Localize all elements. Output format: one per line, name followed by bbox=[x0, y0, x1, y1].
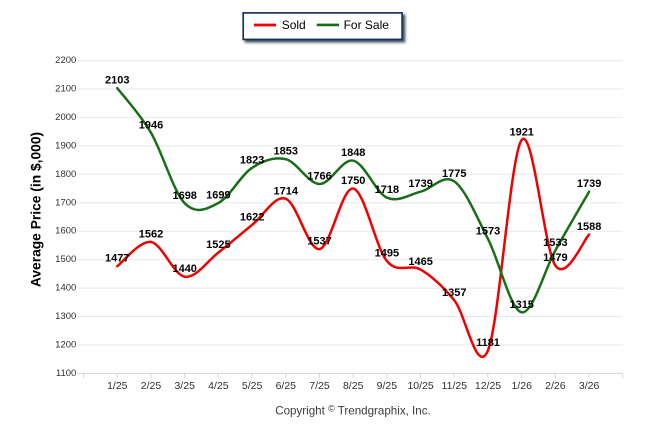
svg-text:1766: 1766 bbox=[307, 171, 331, 183]
svg-text:3/25: 3/25 bbox=[174, 380, 195, 392]
svg-text:1718: 1718 bbox=[375, 184, 399, 196]
svg-text:1600: 1600 bbox=[55, 226, 76, 237]
svg-text:1495: 1495 bbox=[375, 248, 399, 260]
svg-text:1181: 1181 bbox=[476, 337, 500, 349]
svg-text:1440: 1440 bbox=[172, 263, 196, 275]
svg-text:1479: 1479 bbox=[543, 252, 567, 264]
svg-text:1357: 1357 bbox=[442, 287, 466, 299]
svg-text:1533: 1533 bbox=[543, 237, 567, 249]
svg-text:1775: 1775 bbox=[442, 168, 466, 180]
svg-text:11/25: 11/25 bbox=[442, 380, 468, 392]
svg-text:2/25: 2/25 bbox=[141, 380, 162, 392]
svg-text:1562: 1562 bbox=[139, 229, 163, 241]
svg-text:1946: 1946 bbox=[139, 119, 163, 131]
svg-text:1699: 1699 bbox=[206, 190, 230, 202]
svg-text:For Sale: For Sale bbox=[344, 18, 390, 32]
svg-text:2200: 2200 bbox=[55, 55, 76, 66]
svg-text:1823: 1823 bbox=[240, 154, 264, 166]
svg-text:2000: 2000 bbox=[55, 112, 76, 123]
svg-text:2103: 2103 bbox=[105, 75, 129, 87]
svg-text:1525: 1525 bbox=[206, 239, 230, 251]
svg-text:6/25: 6/25 bbox=[276, 380, 297, 392]
svg-text:12/25: 12/25 bbox=[475, 380, 501, 392]
svg-text:1800: 1800 bbox=[55, 169, 76, 180]
svg-text:1921: 1921 bbox=[509, 126, 533, 138]
svg-text:1750: 1750 bbox=[341, 175, 365, 187]
svg-text:1588: 1588 bbox=[577, 221, 601, 233]
svg-text:10/25: 10/25 bbox=[407, 380, 433, 392]
svg-text:1/25: 1/25 bbox=[107, 380, 128, 392]
svg-text:Sold: Sold bbox=[282, 18, 306, 32]
svg-text:2/26: 2/26 bbox=[545, 380, 566, 392]
svg-text:7/25: 7/25 bbox=[309, 380, 330, 392]
svg-text:2100: 2100 bbox=[55, 84, 76, 95]
svg-text:1537: 1537 bbox=[307, 236, 331, 248]
svg-text:1848: 1848 bbox=[341, 147, 365, 159]
svg-text:1315: 1315 bbox=[509, 299, 533, 311]
svg-text:1853: 1853 bbox=[274, 146, 298, 158]
svg-text:1500: 1500 bbox=[55, 254, 76, 265]
svg-text:1700: 1700 bbox=[55, 197, 76, 208]
svg-text:8/25: 8/25 bbox=[343, 380, 364, 392]
svg-text:1/26: 1/26 bbox=[511, 380, 532, 392]
svg-text:1714: 1714 bbox=[274, 185, 299, 197]
svg-text:1739: 1739 bbox=[408, 178, 432, 190]
svg-text:1477: 1477 bbox=[105, 253, 129, 265]
svg-text:5/25: 5/25 bbox=[242, 380, 263, 392]
svg-text:Average Price (in $,000): Average Price (in $,000) bbox=[28, 132, 43, 287]
svg-text:1739: 1739 bbox=[577, 178, 601, 190]
svg-text:1573: 1573 bbox=[476, 225, 500, 237]
svg-text:1465: 1465 bbox=[408, 256, 432, 268]
svg-text:1300: 1300 bbox=[55, 311, 76, 322]
svg-text:1622: 1622 bbox=[240, 211, 264, 223]
svg-text:1900: 1900 bbox=[55, 140, 76, 151]
svg-text:1200: 1200 bbox=[55, 340, 76, 351]
svg-text:1400: 1400 bbox=[55, 283, 76, 294]
svg-text:Copyright © Trendgraphix, Inc.: Copyright © Trendgraphix, Inc. bbox=[275, 404, 431, 418]
svg-text:4/25: 4/25 bbox=[208, 380, 229, 392]
svg-text:1698: 1698 bbox=[172, 190, 196, 202]
svg-text:3/26: 3/26 bbox=[579, 380, 600, 392]
svg-text:1100: 1100 bbox=[56, 368, 76, 379]
svg-text:9/25: 9/25 bbox=[377, 380, 398, 392]
